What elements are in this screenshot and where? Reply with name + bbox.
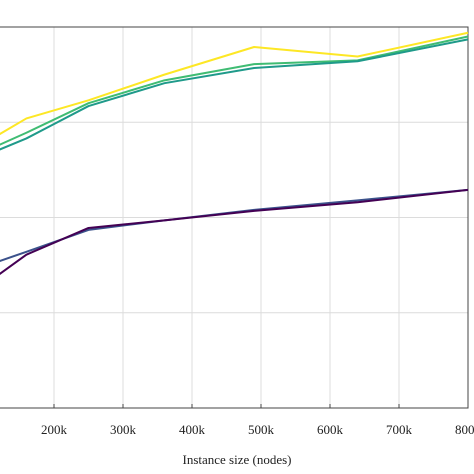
- series-line: [0, 31, 469, 136]
- x-tick-label: 300k: [110, 422, 137, 437]
- x-tick-label: 200k: [41, 422, 68, 437]
- x-tick-label: 500k: [248, 422, 275, 437]
- plot-frame: [0, 26, 469, 409]
- x-tick-label: 700k: [386, 422, 413, 437]
- x-tick-label: 600k: [317, 422, 344, 437]
- series-line: [0, 188, 469, 276]
- x-tick-label: 800k: [455, 422, 474, 437]
- series-line: [0, 38, 469, 151]
- series-line: [0, 188, 469, 262]
- x-tick-label: 400k: [179, 422, 206, 437]
- x-axis-label: Instance size (nodes): [182, 452, 291, 467]
